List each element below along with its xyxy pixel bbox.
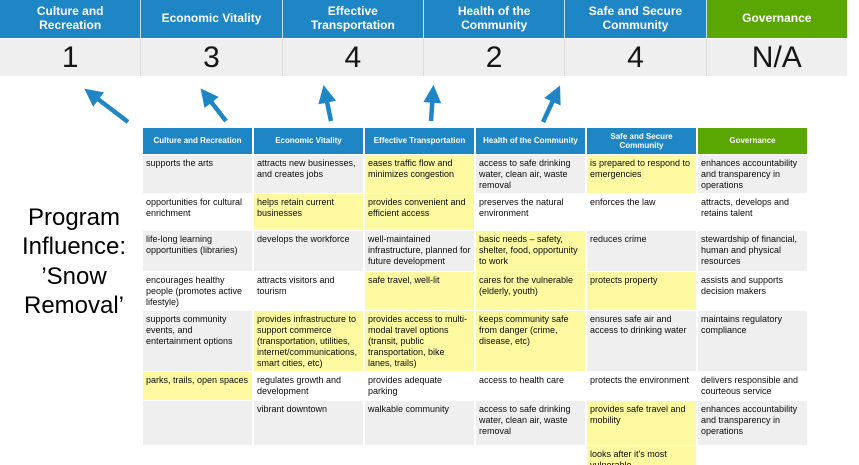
matrix-cell: ensures safe air and access to drinking …	[587, 311, 696, 371]
priority-banner: Culture and Recreation Economic Vitality E…	[0, 0, 847, 38]
program-influence-line: Influence:	[21, 233, 127, 261]
matrix-cell	[476, 446, 585, 465]
matrix-cell	[698, 446, 807, 465]
priority-banner-culture-and-recreation: Culture and Recreation	[0, 0, 142, 38]
matrix-header-effective-transportation: Effective Transportation	[365, 128, 474, 154]
score-safe-and-secure-community: 4	[565, 39, 707, 76]
matrix-cell: parks, trails, open spaces	[143, 372, 252, 400]
matrix-cell: supports the arts	[143, 155, 252, 193]
program-influence-line: ’Snow	[41, 262, 107, 290]
matrix-cell: safe travel, well-lit	[365, 272, 474, 310]
priority-banner-effective-transportation: Effective Transportation	[282, 0, 424, 38]
matrix-cell: is prepared to respond to emergencies	[587, 155, 696, 193]
matrix-cell: provides convenient and efficient access	[365, 194, 474, 230]
matrix-cell: opportunities for cultural enrichment	[143, 194, 252, 230]
matrix-header-culture-and-recreation: Culture and Recreation	[143, 128, 252, 154]
matrix-cell: well-maintained infrastructure, planned …	[365, 231, 474, 271]
matrix-cell: stewardship of financial, human and phys…	[698, 231, 807, 271]
priority-banner-safe-and-secure-community: Safe and Secure Community	[565, 0, 707, 38]
matrix-cell: regulates growth and development	[254, 372, 363, 400]
matrix-cell	[365, 446, 474, 465]
matrix-cell: provides access to multi-modal travel op…	[365, 311, 474, 371]
matrix-cell: encourages healthy people (promotes acti…	[143, 272, 252, 310]
matrix-header-governance: Governance	[698, 128, 807, 154]
matrix-header-economic-vitality: Economic Vitality	[254, 128, 363, 154]
matrix-cell: assists and supports decision makers	[698, 272, 807, 310]
matrix-header-health-of-the-community: Health of the Community	[476, 128, 585, 154]
matrix-cell: looks after it's most vulnerable	[587, 446, 696, 465]
matrix-cell: basic needs – safety, shelter, food, opp…	[476, 231, 585, 271]
matrix-cell: preserves the natural environment	[476, 194, 585, 230]
matrix-cell: attracts, develops and retains talent	[698, 194, 807, 230]
arrow-safe-and-secure-community	[540, 85, 561, 123]
matrix-cell: eases traffic flow and minimizes congest…	[365, 155, 474, 193]
matrix-cell: develops the workforce	[254, 231, 363, 271]
score-culture-and-recreation: 1	[0, 39, 142, 76]
matrix-cell: enforces the law	[587, 194, 696, 230]
matrix-cell: access to safe drinking water, clean air…	[476, 401, 585, 445]
score-governance: N/A	[706, 39, 847, 76]
matrix-cell	[143, 446, 252, 465]
matrix-cell	[254, 446, 363, 465]
matrix-cell: enhances accountability and transparency…	[698, 155, 807, 193]
matrix-cell: protects property	[587, 272, 696, 310]
matrix-cell: provides infrastructure to support comme…	[254, 311, 363, 371]
matrix-cell: access to safe drinking water, clean air…	[476, 155, 585, 193]
priority-banner-economic-vitality: Economic Vitality	[141, 0, 283, 38]
program-influence-line: Removal’	[23, 291, 125, 319]
matrix-cell: attracts visitors and tourism	[254, 272, 363, 310]
matrix-cell: supports community events, and entertain…	[143, 311, 252, 371]
program-influence-label: Program Influence: ’Snow Removal’	[0, 203, 148, 320]
matrix-cell: delivers responsible and courteous servi…	[698, 372, 807, 400]
priority-banner-health-of-the-community: Health of the Community	[423, 0, 566, 38]
matrix-cell: enhances accountability and transparency…	[698, 401, 807, 445]
score-health-of-the-community: 2	[423, 39, 566, 76]
arrow-culture-and-recreation	[84, 88, 130, 124]
matrix-cell: provides safe travel and mobility	[587, 401, 696, 445]
matrix-cell	[143, 401, 252, 445]
score-effective-transportation: 4	[282, 39, 424, 76]
matrix-cell: cares for the vulnerable (elderly, youth…	[476, 272, 585, 310]
matrix-cell: walkable community	[365, 401, 474, 445]
arrow-health-of-the-community	[423, 84, 442, 122]
matrix-cell: reduces crime	[587, 231, 696, 271]
influence-matrix: Culture and Recreation Economic Vitality E…	[143, 128, 807, 465]
arrow-economic-vitality	[200, 88, 228, 123]
program-influence-line: Program	[27, 204, 121, 231]
matrix-cell: life-long learning opportunities (librar…	[143, 231, 252, 271]
matrix-cell: helps retain current businesses	[254, 194, 363, 230]
priority-banner-governance: Governance	[706, 0, 847, 38]
matrix-cell: maintains regulatory compliance	[698, 311, 807, 371]
matrix-cell: provides adequate parking	[365, 372, 474, 400]
matrix-cell: keeps community safe from danger (crime,…	[476, 311, 585, 371]
score-economic-vitality: 3	[141, 39, 283, 76]
arrow-effective-transportation	[318, 84, 337, 122]
matrix-cell: attracts new businesses, and creates job…	[254, 155, 363, 193]
matrix-cell: access to health care	[476, 372, 585, 400]
matrix-header-safe-and-secure-community: Safe and Secure Community	[587, 128, 696, 154]
matrix-cell: vibrant downtown	[254, 401, 363, 445]
matrix-cell: protects the environment	[587, 372, 696, 400]
score-row: 1 3 4 2 4 N/A	[0, 39, 847, 76]
